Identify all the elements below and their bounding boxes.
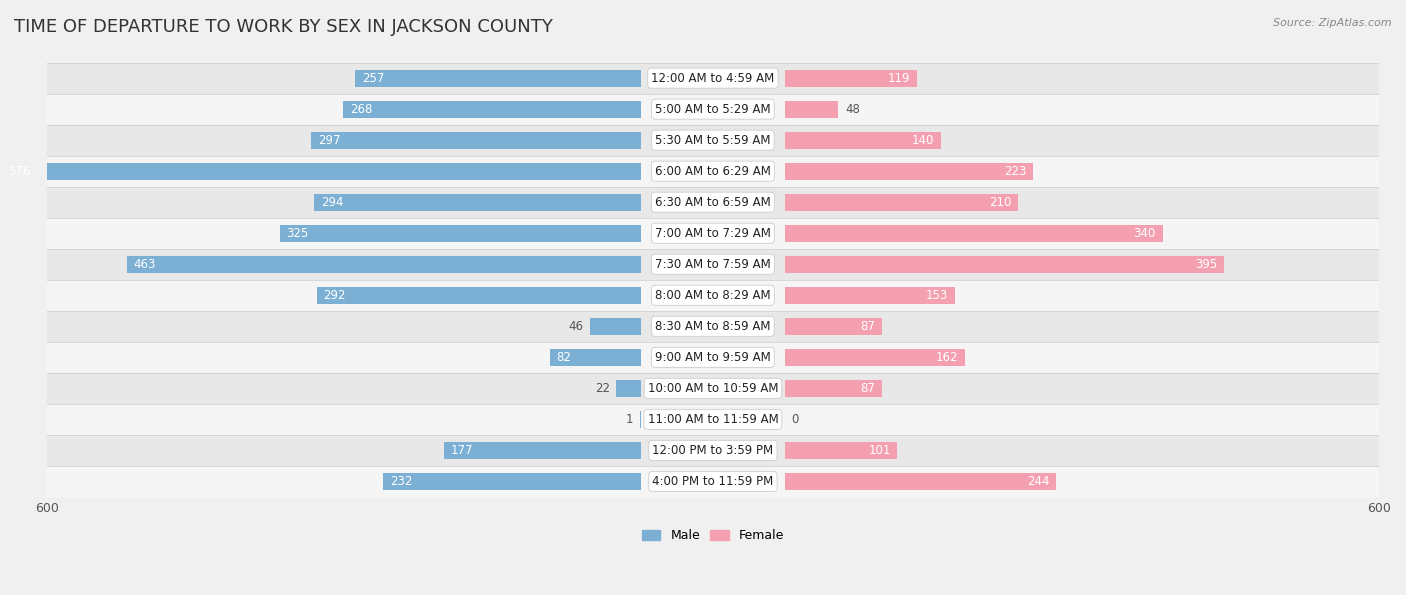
Bar	[785, 162, 1032, 180]
Text: 244: 244	[1026, 475, 1049, 488]
Bar	[785, 256, 1223, 273]
Bar	[46, 218, 1379, 249]
Text: 576: 576	[8, 165, 31, 178]
Text: 9:00 AM to 9:59 AM: 9:00 AM to 9:59 AM	[655, 351, 770, 364]
Bar	[785, 380, 882, 397]
Bar	[316, 287, 641, 304]
Bar	[785, 70, 917, 87]
Bar	[384, 473, 641, 490]
Bar	[46, 93, 1379, 124]
Text: 223: 223	[1004, 165, 1026, 178]
Text: 340: 340	[1133, 227, 1156, 240]
Text: 232: 232	[389, 475, 412, 488]
Bar	[280, 225, 641, 242]
Text: 119: 119	[889, 71, 911, 84]
Bar	[785, 225, 1163, 242]
Text: 7:00 AM to 7:29 AM: 7:00 AM to 7:29 AM	[655, 227, 770, 240]
Text: 6:30 AM to 6:59 AM: 6:30 AM to 6:59 AM	[655, 196, 770, 209]
Legend: Male, Female: Male, Female	[637, 524, 789, 547]
Text: 10:00 AM to 10:59 AM: 10:00 AM to 10:59 AM	[648, 382, 778, 395]
Bar	[46, 404, 1379, 435]
Text: 5:30 AM to 5:59 AM: 5:30 AM to 5:59 AM	[655, 134, 770, 146]
Bar	[46, 249, 1379, 280]
Bar	[785, 349, 965, 366]
Bar	[589, 318, 641, 335]
Bar	[343, 101, 641, 118]
Text: 11:00 AM to 11:59 AM: 11:00 AM to 11:59 AM	[648, 413, 779, 426]
Bar	[616, 380, 641, 397]
Bar	[46, 311, 1379, 342]
Bar	[550, 349, 641, 366]
Bar	[785, 131, 941, 149]
Bar	[127, 256, 641, 273]
Text: 7:30 AM to 7:59 AM: 7:30 AM to 7:59 AM	[655, 258, 770, 271]
Bar	[46, 466, 1379, 497]
Bar	[785, 101, 838, 118]
Bar	[46, 342, 1379, 373]
Text: 82: 82	[557, 351, 571, 364]
Bar	[46, 373, 1379, 404]
Text: 325: 325	[287, 227, 309, 240]
Text: 12:00 PM to 3:59 PM: 12:00 PM to 3:59 PM	[652, 444, 773, 457]
Bar	[46, 280, 1379, 311]
Bar	[356, 70, 641, 87]
Text: 395: 395	[1195, 258, 1218, 271]
Text: 46: 46	[568, 320, 583, 333]
Text: 294: 294	[321, 196, 343, 209]
Text: 0: 0	[792, 413, 799, 426]
Text: Source: ZipAtlas.com: Source: ZipAtlas.com	[1274, 18, 1392, 28]
Text: 297: 297	[318, 134, 340, 146]
Text: 8:30 AM to 8:59 AM: 8:30 AM to 8:59 AM	[655, 320, 770, 333]
Text: 12:00 AM to 4:59 AM: 12:00 AM to 4:59 AM	[651, 71, 775, 84]
Text: 210: 210	[990, 196, 1011, 209]
Text: 140: 140	[911, 134, 934, 146]
Text: 5:00 AM to 5:29 AM: 5:00 AM to 5:29 AM	[655, 102, 770, 115]
Text: 8:00 AM to 8:29 AM: 8:00 AM to 8:29 AM	[655, 289, 770, 302]
Text: 48: 48	[845, 102, 860, 115]
Bar	[46, 187, 1379, 218]
Text: 268: 268	[350, 102, 373, 115]
Bar	[46, 124, 1379, 156]
Text: 4:00 PM to 11:59 PM: 4:00 PM to 11:59 PM	[652, 475, 773, 488]
Text: 1: 1	[626, 413, 633, 426]
Bar	[311, 131, 641, 149]
Bar	[46, 435, 1379, 466]
Bar	[785, 287, 955, 304]
Bar	[1, 162, 641, 180]
Bar	[785, 194, 1018, 211]
Text: 162: 162	[936, 351, 959, 364]
Text: 87: 87	[860, 382, 875, 395]
Bar	[785, 442, 897, 459]
Bar	[315, 194, 641, 211]
Bar	[46, 62, 1379, 93]
Text: 22: 22	[595, 382, 610, 395]
Text: 292: 292	[323, 289, 346, 302]
Text: 463: 463	[134, 258, 156, 271]
Bar	[46, 156, 1379, 187]
Bar	[444, 442, 641, 459]
Text: 6:00 AM to 6:29 AM: 6:00 AM to 6:29 AM	[655, 165, 770, 178]
Text: 87: 87	[860, 320, 875, 333]
Text: TIME OF DEPARTURE TO WORK BY SEX IN JACKSON COUNTY: TIME OF DEPARTURE TO WORK BY SEX IN JACK…	[14, 18, 553, 36]
Bar	[785, 318, 882, 335]
Bar	[785, 473, 1056, 490]
Text: 177: 177	[451, 444, 474, 457]
Text: 257: 257	[363, 71, 384, 84]
Text: 153: 153	[927, 289, 948, 302]
Text: 101: 101	[868, 444, 890, 457]
